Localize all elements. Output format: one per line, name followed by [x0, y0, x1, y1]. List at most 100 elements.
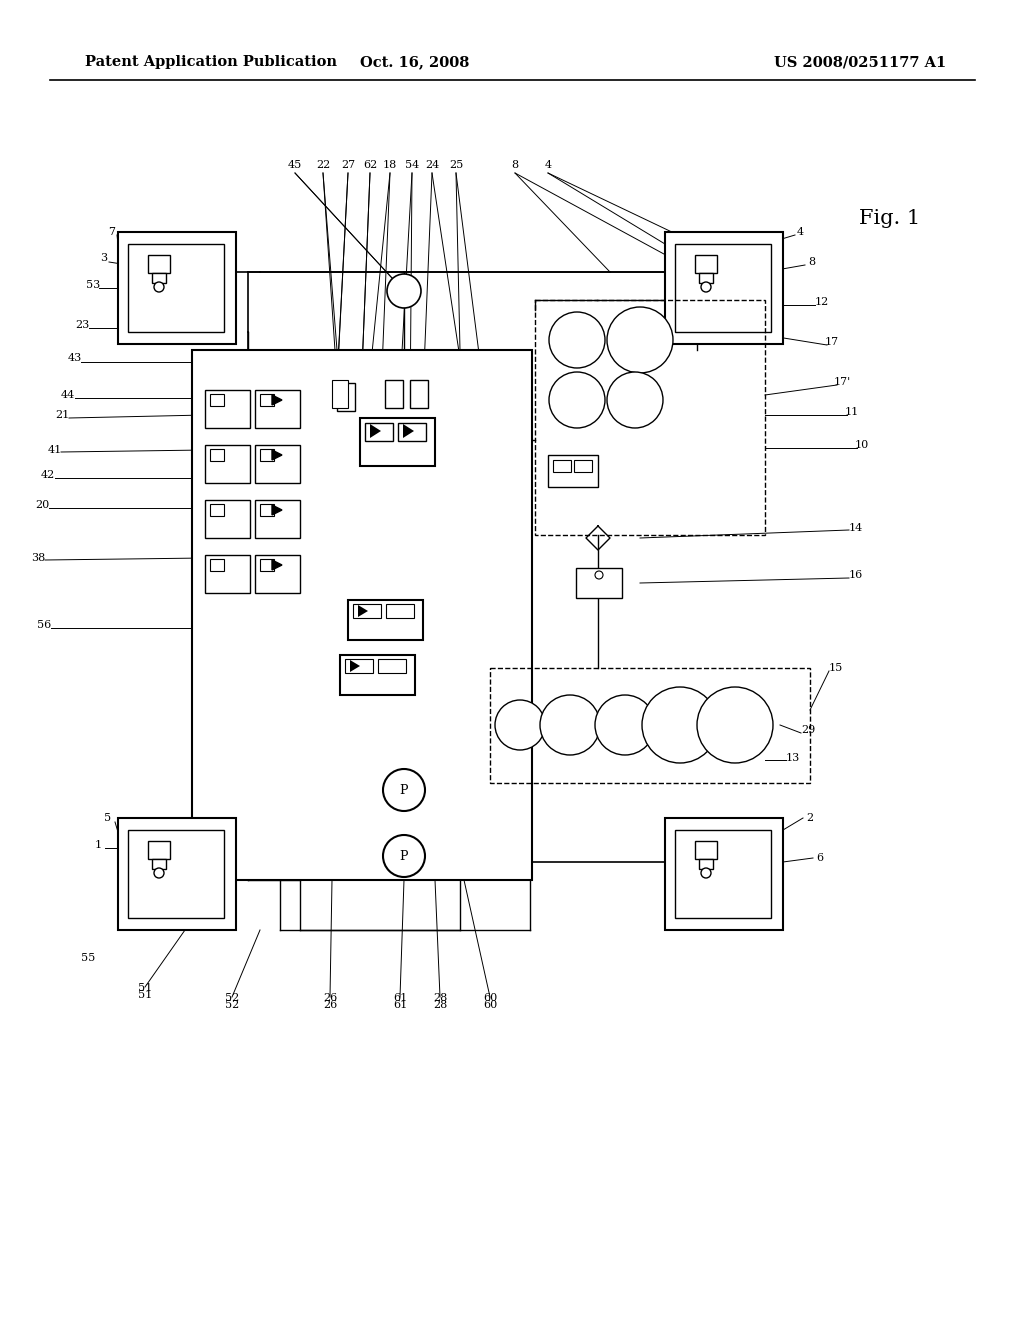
Bar [386, 605, 414, 618]
Bar [553, 459, 571, 473]
Text: Oct. 16, 2008: Oct. 16, 2008 [360, 55, 470, 69]
Text: 4: 4 [545, 160, 552, 170]
Bar [575, 568, 622, 598]
Bar [548, 455, 598, 487]
Bar [675, 830, 771, 917]
Bar [699, 273, 713, 282]
Text: 41: 41 [48, 445, 62, 455]
Text: 3: 3 [100, 253, 108, 263]
Text: 52: 52 [225, 993, 240, 1003]
Text: 22: 22 [315, 160, 330, 170]
Circle shape [701, 282, 711, 292]
Bar [260, 393, 274, 407]
Bar [210, 449, 224, 461]
Bar [345, 659, 373, 673]
Bar [410, 380, 428, 408]
Circle shape [154, 869, 164, 878]
Text: 7: 7 [109, 227, 116, 238]
Bar [398, 422, 426, 441]
Text: 20: 20 [35, 500, 49, 510]
Bar [337, 383, 355, 411]
Text: 11: 11 [845, 407, 859, 417]
Bar [205, 389, 250, 428]
Circle shape [154, 282, 164, 292]
Polygon shape [403, 424, 414, 438]
Circle shape [697, 686, 773, 763]
Bar [360, 418, 435, 466]
Bar [695, 255, 717, 273]
Text: 15: 15 [828, 663, 843, 673]
Circle shape [595, 696, 655, 755]
Text: 26: 26 [323, 1001, 337, 1010]
Bar [210, 558, 224, 572]
Bar [535, 300, 765, 535]
Circle shape [595, 572, 603, 579]
Polygon shape [272, 506, 282, 515]
Text: 61: 61 [393, 1001, 408, 1010]
Text: P: P [399, 850, 409, 862]
Bar [490, 668, 810, 783]
Bar [260, 558, 274, 572]
Bar [210, 504, 224, 516]
Text: 6: 6 [816, 853, 823, 863]
Bar [255, 554, 300, 593]
Bar [665, 818, 783, 931]
Text: 8: 8 [511, 160, 518, 170]
Text: 5: 5 [104, 813, 112, 822]
Text: 18: 18 [383, 160, 397, 170]
Circle shape [383, 770, 425, 810]
Bar [378, 659, 406, 673]
Bar [699, 859, 713, 869]
Text: 4: 4 [797, 227, 804, 238]
Bar [255, 389, 300, 428]
Text: 62: 62 [362, 160, 377, 170]
Bar [385, 380, 403, 408]
Bar [148, 255, 170, 273]
Bar [340, 655, 415, 696]
Bar [205, 554, 250, 593]
Circle shape [549, 312, 605, 368]
Text: 17: 17 [825, 337, 839, 347]
Bar [260, 504, 274, 516]
Text: 38: 38 [31, 553, 45, 564]
Bar [148, 841, 170, 859]
Bar [118, 232, 236, 345]
Bar [574, 459, 592, 473]
Text: 52: 52 [225, 1001, 240, 1010]
Text: 16: 16 [849, 570, 863, 579]
Circle shape [387, 275, 421, 308]
Text: 55: 55 [81, 953, 95, 964]
Text: Fig. 1: Fig. 1 [859, 209, 921, 227]
Text: 51: 51 [138, 983, 153, 993]
Text: 27: 27 [341, 160, 355, 170]
Text: 44: 44 [60, 389, 75, 400]
Text: 42: 42 [41, 470, 55, 480]
Bar [695, 841, 717, 859]
Bar [255, 500, 300, 539]
Text: 13: 13 [785, 752, 800, 763]
Text: 25: 25 [449, 160, 463, 170]
Text: Patent Application Publication: Patent Application Publication [85, 55, 337, 69]
Bar [152, 273, 166, 282]
Text: 28: 28 [433, 1001, 447, 1010]
Text: 60: 60 [483, 1001, 497, 1010]
Text: 45: 45 [288, 160, 302, 170]
Text: 12: 12 [815, 297, 829, 308]
Circle shape [607, 372, 663, 428]
Text: 61: 61 [393, 993, 408, 1003]
Text: 26: 26 [323, 993, 337, 1003]
Text: 54: 54 [404, 160, 419, 170]
Bar [128, 830, 224, 917]
Text: 43: 43 [68, 352, 82, 363]
Text: 2: 2 [807, 813, 813, 822]
Bar [348, 601, 423, 640]
Text: 24: 24 [425, 160, 439, 170]
Bar [365, 422, 393, 441]
Text: 28: 28 [433, 993, 447, 1003]
Polygon shape [272, 395, 282, 405]
Text: 23: 23 [75, 319, 89, 330]
Bar [128, 244, 224, 333]
Circle shape [540, 696, 600, 755]
Polygon shape [358, 605, 368, 616]
Bar [205, 500, 250, 539]
